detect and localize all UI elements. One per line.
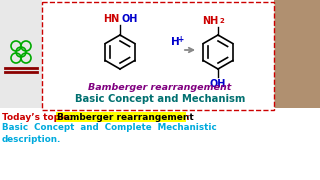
Bar xyxy=(56,112,186,122)
Text: description.: description. xyxy=(2,134,61,143)
Bar xyxy=(0,0,42,108)
Text: :: : xyxy=(186,112,190,122)
Text: NH: NH xyxy=(202,16,218,26)
Text: Bamberger rearrangement: Bamberger rearrangement xyxy=(57,112,194,122)
Bar xyxy=(42,2,274,110)
Text: HN: HN xyxy=(103,14,119,24)
Bar xyxy=(274,0,320,108)
Text: H: H xyxy=(171,37,180,47)
Text: Bamberger rearrangement: Bamberger rearrangement xyxy=(88,84,232,93)
Text: +: + xyxy=(177,35,183,44)
Text: Today’s topic:: Today’s topic: xyxy=(2,112,75,122)
Text: Basic Concept and Mechanism: Basic Concept and Mechanism xyxy=(75,94,245,104)
Text: Basic  Concept  and  Complete  Mechanistic: Basic Concept and Complete Mechanistic xyxy=(2,123,217,132)
Text: 2: 2 xyxy=(220,18,225,24)
Text: OH: OH xyxy=(210,79,226,89)
Text: OH: OH xyxy=(121,14,137,24)
